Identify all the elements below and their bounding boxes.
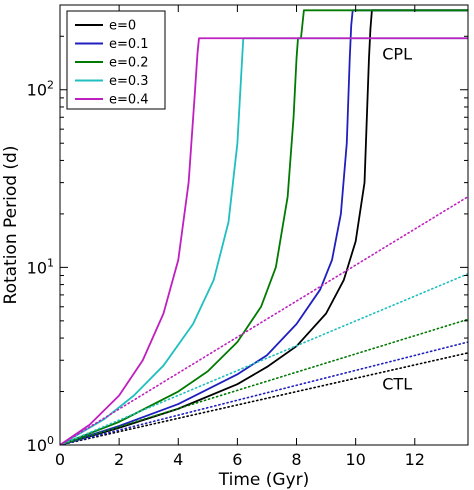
legend-frame <box>66 10 166 110</box>
annotation-ctl: CTL <box>382 375 412 394</box>
series-layer <box>60 9 468 445</box>
x-tick-label: 2 <box>114 450 124 469</box>
x-axis-label: Time (Gyr) <box>218 470 310 490</box>
y-tick-label: 102 <box>27 79 54 100</box>
series-ctl-e-0-1-line <box>60 341 468 445</box>
plot-frame <box>59 4 469 446</box>
y-tick-label: 101 <box>27 256 54 277</box>
x-tick-label: 8 <box>291 450 301 469</box>
series-cpl-e-0-1-line <box>60 9 468 445</box>
series-cpl-e-0-3-line <box>60 37 468 445</box>
x-tick-label: 12 <box>405 450 425 469</box>
legend-label: e=0 <box>109 19 136 34</box>
x-tick-label: 6 <box>232 450 242 469</box>
y-tick-label: 100 <box>27 434 54 455</box>
legend: e=0 e=0.1 e=0.2 e=0.3 e=0.4 <box>66 10 166 110</box>
x-tick-label: 4 <box>173 450 183 469</box>
y-axis-label: Rotation Period (d) <box>1 146 21 305</box>
series-ctl-e-0-line <box>60 352 468 445</box>
x-tick-label: 0 <box>55 450 65 469</box>
series-cpl-e-0-4-line <box>60 37 468 445</box>
series-cpl-e-0-line <box>60 9 468 445</box>
series-ctl-e-0-4-line <box>60 195 468 445</box>
legend-label: e=0.3 <box>109 74 149 89</box>
legend-label: e=0.1 <box>109 37 149 52</box>
x-tick-label: 10 <box>345 450 365 469</box>
annotations: CPL CTL <box>382 45 412 394</box>
legend-label: e=0.2 <box>109 56 149 71</box>
legend-label: e=0.4 <box>109 93 149 108</box>
annotation-cpl: CPL <box>382 45 412 64</box>
series-ctl-e-0-2-line <box>60 318 468 445</box>
